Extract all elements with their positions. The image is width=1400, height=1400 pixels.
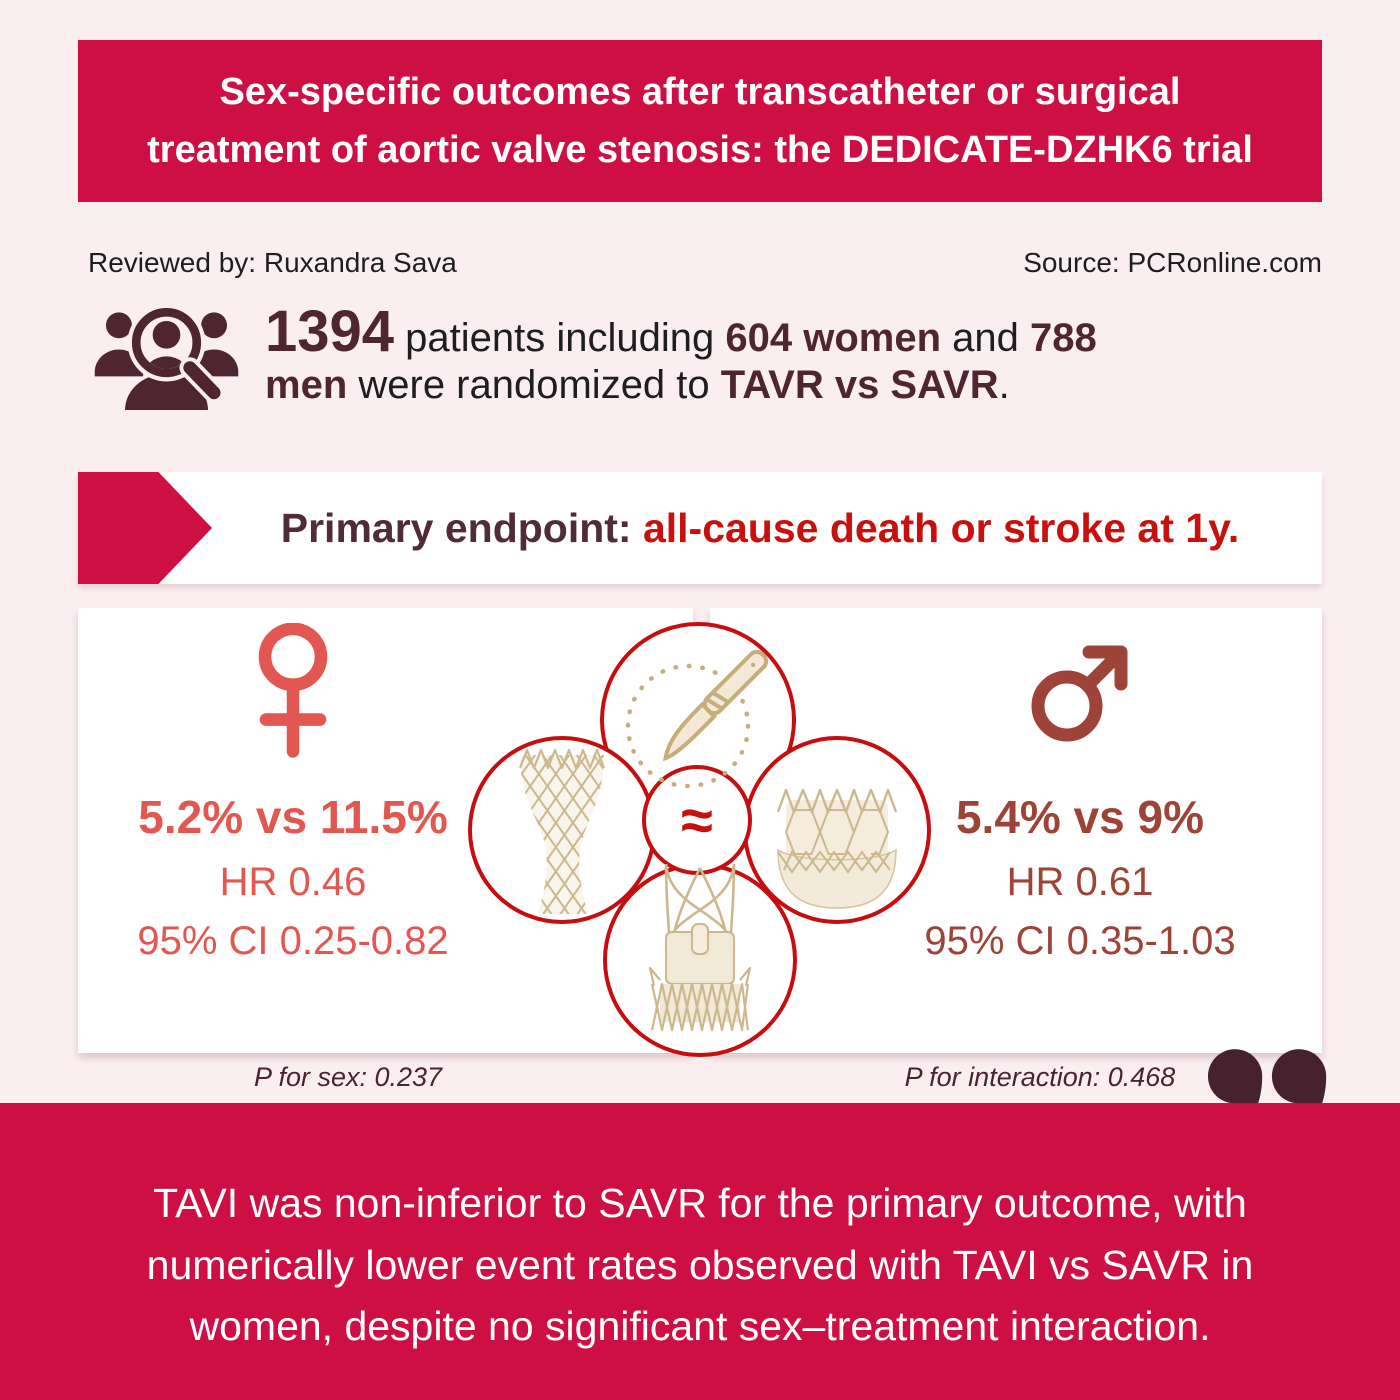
male-symbol-icon — [1031, 645, 1127, 741]
primary-endpoint-banner: Primary endpoint: all-cause death or str… — [78, 472, 1322, 584]
p-for-interaction-label: P for interaction: 0.468 — [904, 1062, 1176, 1092]
scalpel-icon — [625, 649, 769, 789]
patients-seg1: patients including — [394, 316, 726, 360]
men-hazard-ratio: HR 0.61 — [1006, 860, 1154, 904]
women-rates: 5.2% vs 11.5% — [138, 791, 448, 843]
patients-total: 1394 — [265, 299, 395, 364]
patients-men-label: men — [265, 363, 348, 407]
women-hazard-ratio: HR 0.46 — [219, 860, 367, 904]
people-search-icon — [94, 303, 239, 411]
men-rates: 5.4% vs 9% — [955, 791, 1205, 843]
patients-women: 604 women — [725, 316, 942, 360]
title-line-1: Sex-specific outcomes after transcathete… — [219, 71, 1181, 113]
patients-period: . — [998, 363, 1010, 407]
title-line-2: treatment of aortic valve stenosis: the … — [147, 129, 1253, 171]
p-for-sex-label: P for sex: 0.237 — [253, 1062, 443, 1092]
female-symbol-icon — [258, 623, 328, 758]
men-result-column: 5.4% vs 9% HR 0.61 95% CI 0.35-1.03 — [865, 618, 1295, 964]
patients-seg2: and — [941, 316, 1030, 360]
treatment-circles-diagram: ≈ — [468, 622, 931, 1057]
balloon-expandable-valve-icon — [776, 788, 898, 909]
women-confidence-interval: 95% CI 0.25-0.82 — [137, 919, 449, 963]
endpoint-colon: : — [617, 504, 643, 551]
patients-men-number: 788 — [1029, 316, 1097, 360]
patients-seg3: were randomized to — [347, 363, 721, 407]
patients-statement: 1394 patients including 604 women and 78… — [265, 303, 1275, 409]
supra-annular-valve-icon — [648, 863, 752, 1032]
magnifier-handle — [183, 361, 221, 400]
endpoint-highlight: all-cause death or stroke at 1y. — [642, 504, 1240, 551]
title-banner: Sex-specific outcomes after transcathete… — [78, 40, 1322, 202]
conclusion-quote-text: TAVI was non-inferior to SAVR for the pr… — [146, 1180, 1254, 1349]
patients-comparison: TAVR vs SAVR — [720, 363, 999, 407]
men-confidence-interval: 95% CI 0.35-1.03 — [924, 919, 1236, 963]
approximately-equal-icon: ≈ — [681, 788, 713, 853]
meta-row: Reviewed by: Ruxandra Sava Source: PCRon… — [88, 247, 1322, 279]
conclusion-quote-block: TAVI was non-inferior to SAVR for the pr… — [0, 1103, 1400, 1400]
reviewed-by-label: Reviewed by: Ruxandra Sava — [88, 247, 457, 278]
endpoint-label: Primary endpoint — [280, 504, 618, 551]
source-label: Source: PCRonline.com — [1023, 247, 1322, 278]
women-result-column: 5.2% vs 11.5% HR 0.46 95% CI 0.25-0.82 — [78, 618, 508, 964]
